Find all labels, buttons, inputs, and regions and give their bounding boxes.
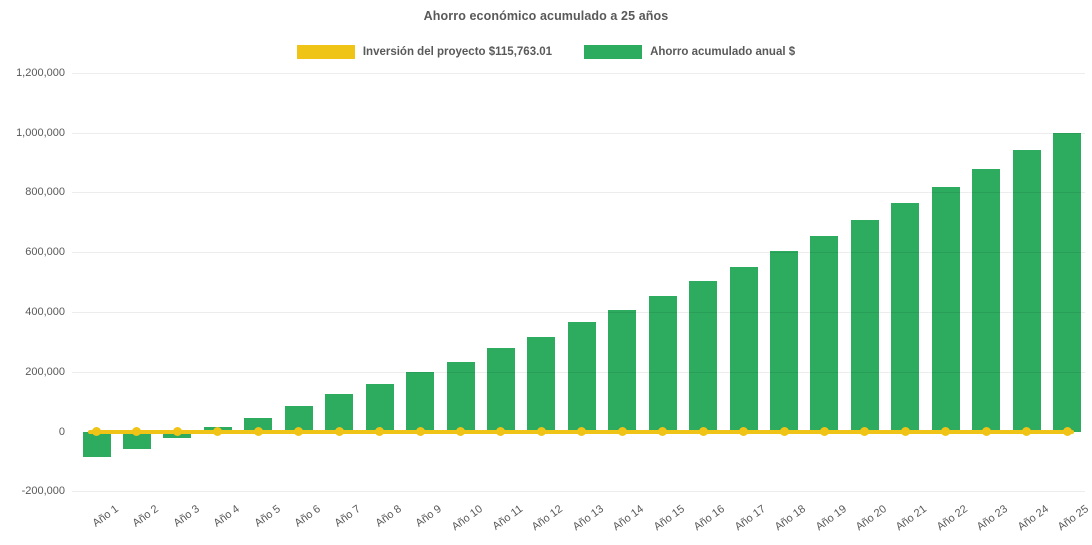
x-tick-label: Año 11 xyxy=(490,503,525,533)
bar-ano-19 xyxy=(810,236,839,432)
chart-title: Ahorro económico acumulado a 25 años xyxy=(423,9,669,23)
x-tick-label: Año 18 xyxy=(772,503,809,534)
x-tick-label: Año 12 xyxy=(530,503,566,534)
investment-line-marker xyxy=(819,427,829,436)
investment-line-marker xyxy=(172,427,182,436)
x-tick-label: Año 19 xyxy=(813,503,849,534)
legend-swatch-savings xyxy=(584,45,643,59)
gridline xyxy=(72,311,1085,313)
investment-line-marker xyxy=(92,427,101,436)
gridline xyxy=(72,491,1085,493)
x-tick-label: Año 22 xyxy=(934,503,970,534)
investment-line-marker xyxy=(132,427,142,436)
bar-ano-12 xyxy=(527,337,556,432)
investment-line-marker xyxy=(253,427,263,436)
bar-ano-22 xyxy=(931,187,960,432)
investment-line-marker xyxy=(456,427,465,436)
bar-ano-10 xyxy=(446,362,475,432)
y-tick-label: 1,000,000 xyxy=(16,126,65,139)
bar-ano-18 xyxy=(770,251,798,432)
investment-line-marker xyxy=(415,427,425,436)
x-tick-label: Año 13 xyxy=(570,503,606,534)
x-tick-label: Año 20 xyxy=(853,503,889,534)
investment-line-marker xyxy=(577,427,587,436)
investment-line-marker xyxy=(779,427,789,436)
x-tick-label: Año 23 xyxy=(974,503,1011,534)
x-tick-label: Año 24 xyxy=(1015,503,1051,534)
investment-line-marker xyxy=(900,427,910,436)
bar-ano-25 xyxy=(1053,132,1082,432)
x-tick-label: Año 25 xyxy=(1055,503,1092,534)
bar-ano-14 xyxy=(608,309,637,432)
investment-line-marker xyxy=(739,427,748,436)
x-tick-label: Año 16 xyxy=(691,503,728,534)
investment-line-marker xyxy=(496,427,506,436)
y-tick-label: 200,000 xyxy=(25,365,65,378)
bar-ano-16 xyxy=(689,280,718,432)
x-tick-label: Año 17 xyxy=(732,503,768,534)
gridline xyxy=(72,132,1085,134)
legend-label-savings: Ahorro acumulado anual $ xyxy=(650,46,796,58)
investment-line-marker xyxy=(941,427,951,436)
y-tick-label: 800,000 xyxy=(25,186,65,199)
gridline xyxy=(72,371,1085,373)
investment-line-marker xyxy=(294,427,304,436)
x-tick-label: Año 7 xyxy=(332,503,364,530)
bar-ano-24 xyxy=(1012,150,1041,432)
x-tick-label: Año 6 xyxy=(292,503,323,530)
bar-ano-11 xyxy=(486,348,515,432)
bar-ano-13 xyxy=(567,322,596,432)
investment-line-marker xyxy=(698,427,708,436)
y-tick-label: 0 xyxy=(58,425,65,438)
bar-ano-17 xyxy=(729,266,758,432)
bar-ano-20 xyxy=(850,219,879,432)
bar-ano-2 xyxy=(122,431,151,449)
x-tick-label: Año 14 xyxy=(610,503,647,534)
x-tick-label: Año 2 xyxy=(130,503,161,530)
y-tick-label: 1,200,000 xyxy=(16,66,65,79)
x-tick-label: Año 15 xyxy=(651,503,687,534)
investment-line-marker xyxy=(536,427,546,436)
bar-ano-7 xyxy=(325,394,354,432)
y-tick-label: 400,000 xyxy=(25,305,65,318)
bar-ano-23 xyxy=(972,168,1001,432)
investment-line-marker xyxy=(334,427,344,436)
investment-line-marker xyxy=(375,427,385,436)
x-tick-label: Año 1 xyxy=(90,503,121,530)
bar-ano-21 xyxy=(891,203,920,432)
investment-line-marker xyxy=(658,427,668,436)
gridline xyxy=(72,72,1085,74)
x-tick-label: Año 10 xyxy=(449,503,485,534)
bar-ano-9 xyxy=(406,372,434,432)
bar-ano-5 xyxy=(244,418,273,432)
x-tick-label: Año 21 xyxy=(894,503,930,534)
bar-ano-15 xyxy=(648,296,677,432)
x-tick-label: Año 3 xyxy=(171,503,202,530)
legend: Inversión del proyecto $115,763.01 Ahorr… xyxy=(0,45,1092,59)
investment-line-marker xyxy=(213,427,223,436)
x-tick-label: Año 5 xyxy=(252,503,283,530)
gridline xyxy=(72,192,1085,194)
y-tick-label: -200,000 xyxy=(21,485,65,498)
bar-ano-8 xyxy=(365,383,394,432)
y-tick-label: 600,000 xyxy=(25,246,65,259)
legend-label-investment: Inversión del proyecto $115,763.01 xyxy=(362,46,553,58)
investment-line-marker xyxy=(981,427,991,436)
investment-line-marker xyxy=(860,427,870,436)
x-tick-label: Año 8 xyxy=(373,503,404,530)
gridline xyxy=(72,252,1085,254)
x-tick-label: Año 9 xyxy=(413,503,445,530)
x-tick-label: Año 4 xyxy=(211,503,242,530)
investment-line-marker xyxy=(1022,427,1032,436)
investment-line-marker xyxy=(1062,427,1072,436)
legend-swatch-investment xyxy=(296,45,355,59)
investment-line-marker xyxy=(617,427,627,436)
